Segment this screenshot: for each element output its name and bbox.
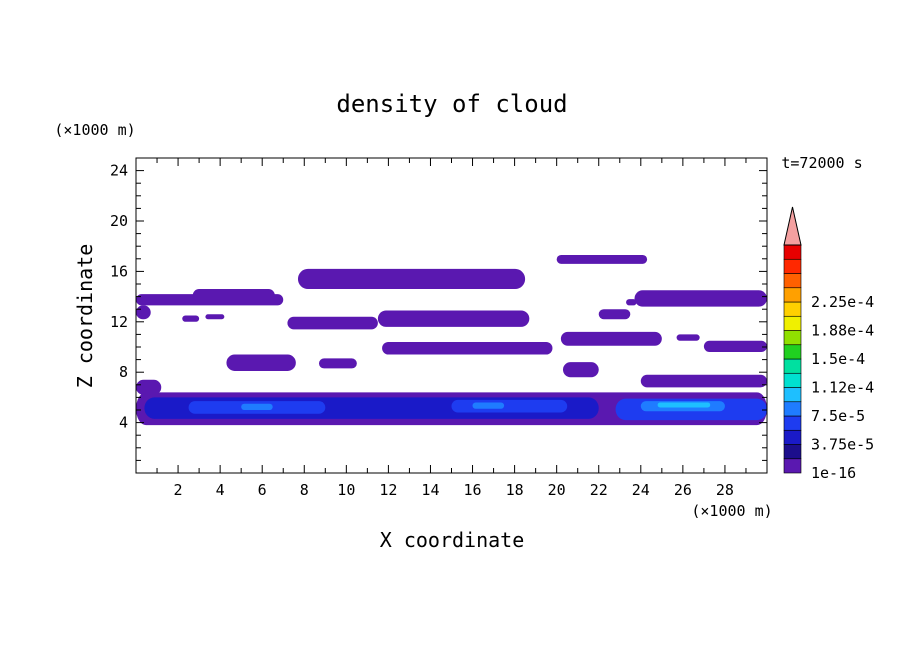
colorbar-swatch: [783, 458, 802, 474]
colorbar-swatch: [783, 244, 802, 260]
cloud-region: [640, 374, 767, 388]
x-tick-label: 4: [216, 481, 225, 499]
x-tick-label: 10: [337, 481, 355, 499]
time-label: t=72000 s: [781, 154, 862, 172]
colorbar-label: 3.75e-5: [811, 436, 874, 454]
colorbar: 1e-16 3.75e-5 7.5e-5 1.12e-4 1.5e-4 1.88e-4 2.…: [783, 206, 874, 482]
colorbar-swatch: [783, 344, 802, 360]
cloud-region: [377, 310, 530, 327]
y-tick-label: 4: [119, 414, 128, 432]
cloud-region: [136, 379, 162, 395]
y-tick-label: 16: [110, 262, 128, 280]
cloud-region: [626, 299, 637, 306]
cloud-region: [226, 354, 296, 371]
colorbar-swatch: [783, 387, 802, 403]
y-unit-label: (×1000 m): [54, 121, 135, 139]
cloud-region: [556, 255, 648, 264]
colorbar-label: 1e-16: [811, 464, 856, 482]
colorbar-swatch: [783, 444, 802, 460]
colorbar-swatch: [783, 415, 802, 431]
colorbar-swatch: [783, 315, 802, 331]
y-axis-title: Z coordinate: [73, 244, 97, 389]
cloud-region: [634, 290, 767, 307]
colorbar-swatch: [783, 258, 802, 274]
cloud-region: [297, 268, 526, 290]
contour-regions: [136, 255, 767, 426]
y-tick-label: 8: [119, 363, 128, 381]
cloud-region: [451, 399, 568, 413]
colorbar-label: 7.5e-5: [811, 407, 865, 425]
cloud-region: [136, 305, 151, 320]
cloud-region: [182, 315, 200, 322]
x-unit-label: (×1000 m): [691, 502, 772, 520]
colorbar-label: 1.12e-4: [811, 379, 874, 397]
cloud-region: [318, 358, 357, 369]
colorbar-swatch: [783, 358, 802, 374]
cloud-region: [657, 402, 711, 408]
colorbar-swatch: [783, 273, 802, 289]
cloud-region: [205, 314, 225, 320]
cloud-region: [382, 341, 553, 355]
colorbar-label: 1.88e-4: [811, 322, 874, 340]
cloud-region: [287, 316, 378, 330]
x-tick-label: 22: [590, 481, 608, 499]
x-tick-label: 26: [674, 481, 692, 499]
colorbar-swatch: [783, 372, 802, 388]
cloud-region: [241, 403, 273, 410]
y-tick-label: 12: [110, 313, 128, 331]
colorbar-overflow-triangle: [783, 206, 802, 246]
x-tick-label: 24: [632, 481, 650, 499]
chart-title: density of cloud: [336, 90, 567, 118]
cloud-region: [598, 309, 631, 320]
y-tick-label: 24: [110, 162, 128, 180]
x-tick-label: 18: [506, 481, 524, 499]
x-tick-label: 6: [258, 481, 267, 499]
x-tick-label: 12: [379, 481, 397, 499]
x-tick-label: 2: [174, 481, 183, 499]
cloud-region: [192, 289, 275, 302]
colorbar-swatch: [783, 401, 802, 417]
cloud-region: [703, 340, 767, 353]
x-tick-label: 28: [716, 481, 734, 499]
x-tick-label: 16: [464, 481, 482, 499]
x-tick-label: 14: [421, 481, 439, 499]
colorbar-swatch: [783, 301, 802, 317]
colorbar-label: 1.5e-4: [811, 350, 865, 368]
colorbar-swatch: [783, 330, 802, 346]
colorbar-label: 2.25e-4: [811, 293, 874, 311]
cloud-region: [472, 402, 505, 409]
cloud-region: [676, 334, 700, 341]
x-axis-title: X coordinate: [380, 528, 525, 552]
y-tick-label: 20: [110, 212, 128, 230]
cloud-region: [560, 331, 662, 346]
x-tick-label: 8: [300, 481, 309, 499]
colorbar-swatch: [783, 429, 802, 445]
colorbar-swatch: [783, 287, 802, 303]
cloud-region: [562, 362, 599, 378]
x-tick-label: 20: [548, 481, 566, 499]
